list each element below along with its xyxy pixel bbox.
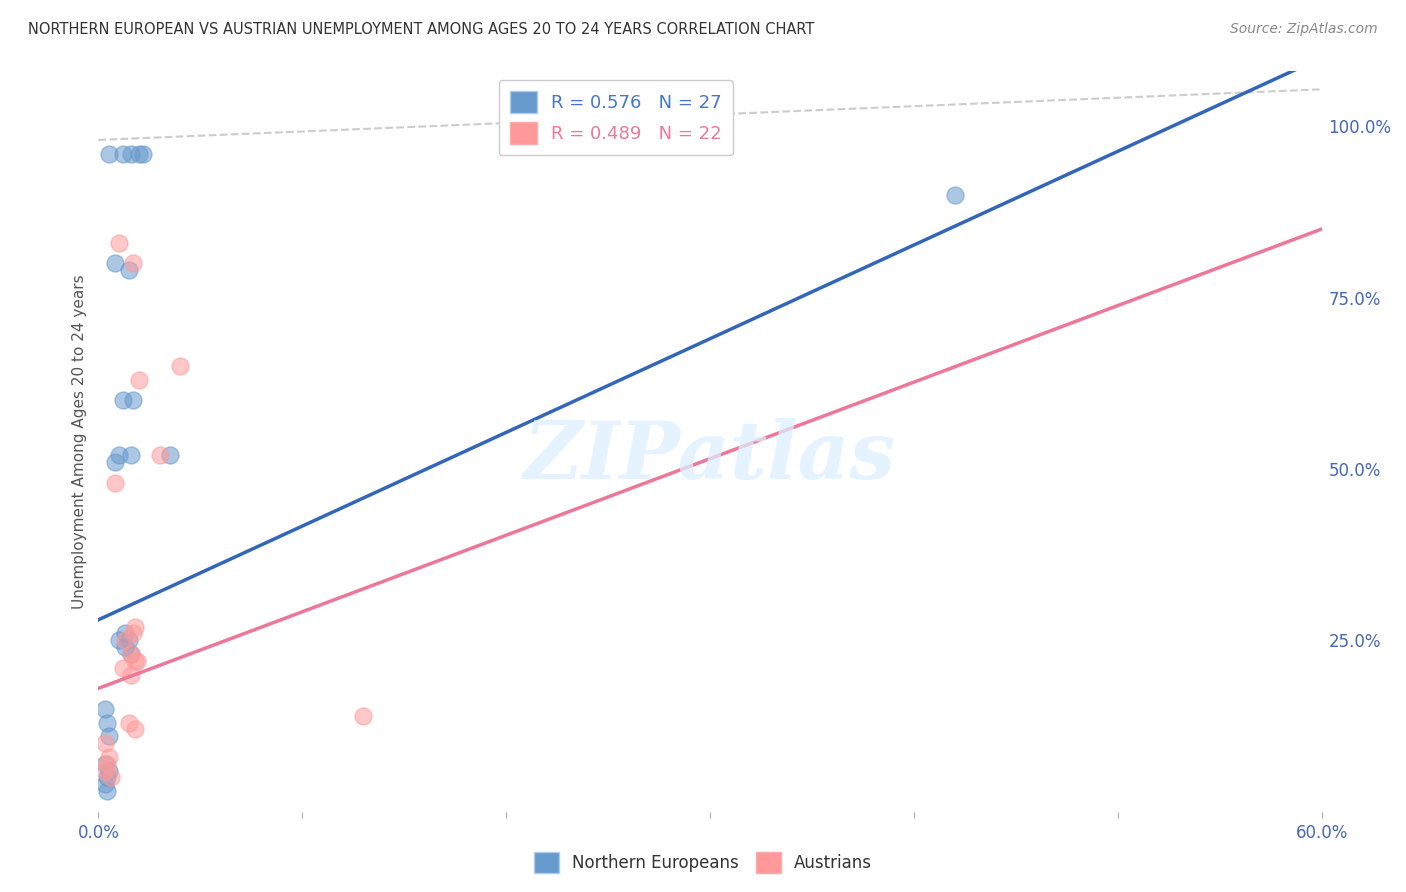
Point	[114, 633, 136, 648]
Point	[118, 715, 141, 730]
Point	[111, 393, 134, 408]
Point	[120, 647, 142, 661]
Point	[108, 633, 131, 648]
Point	[120, 667, 142, 681]
Point	[96, 771, 118, 785]
Point	[120, 647, 142, 661]
Point	[149, 448, 172, 462]
Text: NORTHERN EUROPEAN VS AUSTRIAN UNEMPLOYMENT AMONG AGES 20 TO 24 YEARS CORRELATION: NORTHERN EUROPEAN VS AUSTRIAN UNEMPLOYME…	[28, 22, 814, 37]
Point	[114, 626, 136, 640]
Point	[122, 393, 145, 408]
Point	[128, 146, 150, 161]
Point	[104, 256, 127, 270]
Point	[93, 764, 115, 778]
Point	[120, 448, 142, 462]
Point	[104, 455, 127, 469]
Point	[111, 661, 134, 675]
Point	[97, 750, 120, 764]
Point	[169, 359, 191, 373]
Point	[93, 702, 115, 716]
Point	[108, 448, 131, 462]
Point	[108, 235, 131, 250]
Point	[97, 764, 120, 778]
Point	[127, 654, 149, 668]
Point	[124, 654, 146, 668]
Point	[124, 723, 146, 737]
Point	[97, 146, 120, 161]
Point	[93, 777, 115, 791]
Point	[100, 771, 122, 785]
Point	[111, 146, 134, 161]
Point	[943, 187, 966, 202]
Point	[104, 475, 127, 490]
Point	[93, 736, 115, 750]
Point	[118, 633, 141, 648]
Point	[122, 256, 145, 270]
Point	[97, 729, 120, 743]
Point	[122, 626, 145, 640]
Point	[93, 756, 115, 771]
Legend: Northern Europeans, Austrians: Northern Europeans, Austrians	[527, 846, 879, 880]
Point	[96, 715, 118, 730]
Point	[96, 756, 118, 771]
Point	[132, 146, 155, 161]
Point	[114, 640, 136, 655]
Point	[352, 708, 374, 723]
Point	[124, 619, 146, 633]
Point	[96, 784, 118, 798]
Y-axis label: Unemployment Among Ages 20 to 24 years: Unemployment Among Ages 20 to 24 years	[72, 274, 87, 609]
Text: ZIPatlas: ZIPatlas	[524, 417, 896, 495]
Point	[159, 448, 181, 462]
Text: Source: ZipAtlas.com: Source: ZipAtlas.com	[1230, 22, 1378, 37]
Point	[118, 263, 141, 277]
Point	[128, 373, 150, 387]
Legend: R = 0.576   N = 27, R = 0.489   N = 22: R = 0.576 N = 27, R = 0.489 N = 22	[499, 80, 733, 155]
Point	[120, 146, 142, 161]
